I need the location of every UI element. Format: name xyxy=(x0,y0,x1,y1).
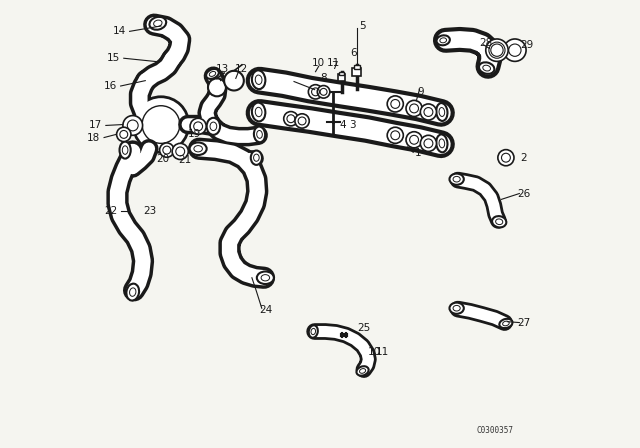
Text: 12: 12 xyxy=(235,65,248,74)
Text: 13: 13 xyxy=(216,65,229,74)
Ellipse shape xyxy=(436,134,447,152)
Text: 2: 2 xyxy=(520,153,527,163)
Text: 11: 11 xyxy=(376,347,389,357)
Ellipse shape xyxy=(479,62,494,74)
Text: 29: 29 xyxy=(520,40,534,50)
Ellipse shape xyxy=(252,70,266,89)
Circle shape xyxy=(317,86,330,98)
Text: 26: 26 xyxy=(517,189,531,198)
Ellipse shape xyxy=(120,142,131,159)
Circle shape xyxy=(123,116,143,135)
Circle shape xyxy=(295,114,309,128)
Ellipse shape xyxy=(150,17,166,30)
Ellipse shape xyxy=(251,151,262,165)
Ellipse shape xyxy=(436,103,447,121)
Text: 23: 23 xyxy=(143,207,156,216)
Ellipse shape xyxy=(206,69,219,79)
Circle shape xyxy=(498,150,514,166)
Ellipse shape xyxy=(449,303,464,314)
Text: 22: 22 xyxy=(104,207,117,216)
Text: 28: 28 xyxy=(479,38,492,47)
Ellipse shape xyxy=(252,103,266,121)
Text: 6: 6 xyxy=(350,48,357,58)
Text: 25: 25 xyxy=(357,323,371,333)
Ellipse shape xyxy=(254,127,265,142)
Ellipse shape xyxy=(436,35,450,45)
Text: 20: 20 xyxy=(157,154,170,164)
Circle shape xyxy=(159,143,174,157)
Ellipse shape xyxy=(356,366,369,376)
Ellipse shape xyxy=(126,284,139,301)
Circle shape xyxy=(133,97,189,152)
Circle shape xyxy=(420,135,436,151)
Circle shape xyxy=(284,112,298,126)
Text: 9: 9 xyxy=(417,87,424,97)
Text: 11: 11 xyxy=(327,58,340,68)
Circle shape xyxy=(406,132,422,148)
Circle shape xyxy=(387,127,403,143)
Text: 1: 1 xyxy=(414,148,421,158)
FancyBboxPatch shape xyxy=(353,65,360,69)
Text: 8: 8 xyxy=(320,73,327,83)
Ellipse shape xyxy=(257,271,274,284)
Circle shape xyxy=(420,104,436,120)
Ellipse shape xyxy=(492,216,506,228)
Text: 5: 5 xyxy=(359,21,366,31)
Text: 4: 4 xyxy=(339,121,346,130)
Circle shape xyxy=(172,143,188,159)
Ellipse shape xyxy=(308,325,318,338)
Text: 3: 3 xyxy=(349,121,356,130)
Text: 19: 19 xyxy=(188,129,201,139)
Circle shape xyxy=(224,71,244,90)
Text: 18: 18 xyxy=(87,133,100,142)
Text: 14: 14 xyxy=(113,26,126,36)
Text: C0300357: C0300357 xyxy=(477,426,514,435)
Ellipse shape xyxy=(207,118,220,135)
Ellipse shape xyxy=(449,173,464,185)
Circle shape xyxy=(387,96,403,112)
Circle shape xyxy=(406,100,422,116)
FancyBboxPatch shape xyxy=(352,68,361,76)
Circle shape xyxy=(190,118,206,134)
Text: 21: 21 xyxy=(178,155,191,165)
Text: 10: 10 xyxy=(368,347,381,357)
Text: 16: 16 xyxy=(104,81,117,91)
Circle shape xyxy=(504,39,526,61)
Text: 17: 17 xyxy=(89,121,102,130)
Text: 15: 15 xyxy=(107,53,120,63)
Text: 27: 27 xyxy=(517,318,531,327)
Ellipse shape xyxy=(189,142,207,155)
FancyBboxPatch shape xyxy=(338,73,345,81)
Circle shape xyxy=(486,39,508,61)
FancyBboxPatch shape xyxy=(339,72,344,75)
Circle shape xyxy=(208,78,226,96)
Text: 24: 24 xyxy=(260,305,273,315)
Text: 10: 10 xyxy=(312,58,325,68)
Circle shape xyxy=(308,85,323,99)
Ellipse shape xyxy=(499,319,513,328)
Circle shape xyxy=(116,127,131,142)
Text: 7: 7 xyxy=(331,61,338,71)
